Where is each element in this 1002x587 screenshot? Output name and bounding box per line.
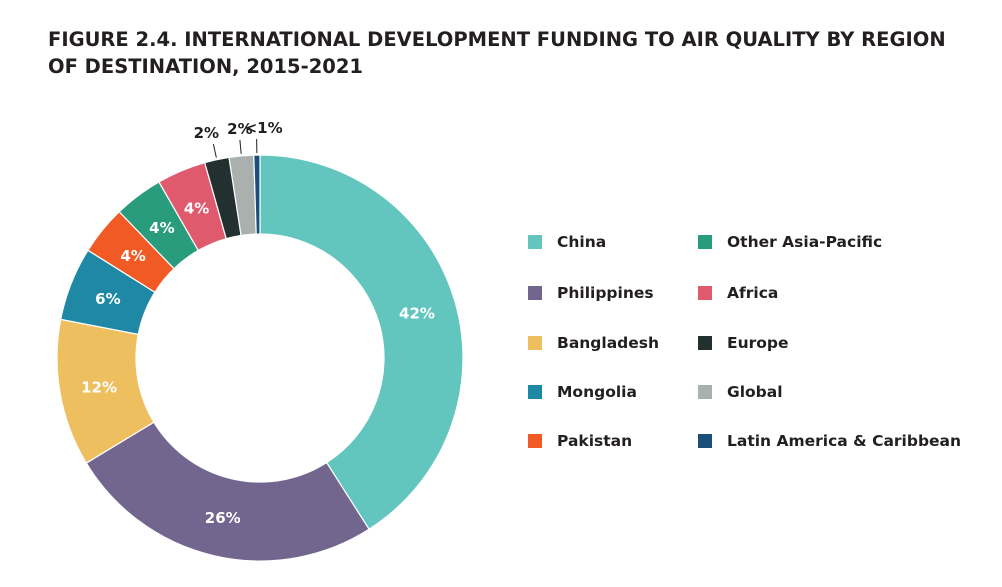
- legend-item-global: Global: [698, 383, 783, 401]
- legend-swatch-africa: [698, 286, 712, 300]
- label-leader-lines: [212, 139, 258, 158]
- legend-item-bangladesh: Bangladesh: [528, 334, 659, 352]
- data-label-china: 42%: [399, 304, 435, 322]
- legend-label-philippines: Philippines: [557, 284, 654, 302]
- legend-swatch-philippines: [528, 286, 542, 300]
- legend-swatch-mongolia: [528, 385, 542, 399]
- data-label-africa: 4%: [184, 199, 209, 217]
- legend-label-mongolia: Mongolia: [557, 383, 637, 401]
- chart-title-line-2: OF DESTINATION, 2015-2021: [48, 55, 363, 78]
- legend-item-africa: Africa: [698, 284, 778, 302]
- chart-title: FIGURE 2.4. INTERNATIONAL DEVELOPMENT FU…: [48, 26, 946, 80]
- legend-swatch-pakistan: [528, 434, 542, 448]
- legend-label-bangladesh: Bangladesh: [557, 334, 660, 352]
- legend-item-latin-america-caribbean: Latin America & Caribbean: [698, 432, 961, 450]
- chart-title-line-1: FIGURE 2.4. INTERNATIONAL DEVELOPMENT FU…: [48, 28, 946, 51]
- legend-item-other-asia-pacific: Other Asia-Pacific: [698, 233, 882, 251]
- slice-china: [259, 154, 464, 531]
- slice-latin-america-caribbean: [253, 154, 261, 235]
- data-label-other-asia-pacific: 4%: [149, 219, 174, 237]
- data-label-philippines: 26%: [205, 509, 241, 527]
- legend-label-other-asia-pacific: Other Asia-Pacific: [727, 233, 883, 251]
- legend-item-pakistan: Pakistan: [528, 432, 632, 450]
- data-label-bangladesh: 12%: [81, 379, 117, 397]
- data-label-pakistan: 4%: [120, 247, 145, 265]
- legend-label-europe: Europe: [727, 334, 789, 352]
- legend-item-europe: Europe: [698, 334, 789, 352]
- legend-swatch-global: [698, 385, 712, 399]
- donut-slices: [56, 154, 464, 562]
- legend-item-china: China: [528, 233, 606, 251]
- legend-item-philippines: Philippines: [528, 284, 654, 302]
- legend-label-latin-america-caribbean: Latin America & Caribbean: [727, 432, 962, 450]
- legend-swatch-china: [528, 235, 542, 249]
- legend-item-mongolia: Mongolia: [528, 383, 637, 401]
- legend-label-pakistan: Pakistan: [557, 432, 633, 450]
- leader-line-global: [239, 139, 242, 154]
- data-label-europe: 2%: [194, 124, 219, 142]
- slice-philippines: [85, 421, 370, 562]
- legend-label-global: Global: [727, 383, 783, 401]
- leader-line-europe: [212, 143, 217, 158]
- legend-swatch-bangladesh: [528, 336, 542, 350]
- legend-swatch-other-asia-pacific: [698, 235, 712, 249]
- data-label-latin-america-caribbean: <1%: [245, 119, 283, 137]
- data-label-mongolia: 6%: [95, 290, 120, 308]
- legend-label-china: China: [557, 233, 607, 251]
- legend-swatch-europe: [698, 336, 712, 350]
- legend-label-africa: Africa: [727, 284, 779, 302]
- donut-data-labels: 42%26%12%6%4%4%4%2% 2%<1%: [81, 119, 435, 527]
- data-label-global: 2%: [227, 120, 252, 138]
- legend-swatch-latin-america-caribbean: [698, 434, 712, 448]
